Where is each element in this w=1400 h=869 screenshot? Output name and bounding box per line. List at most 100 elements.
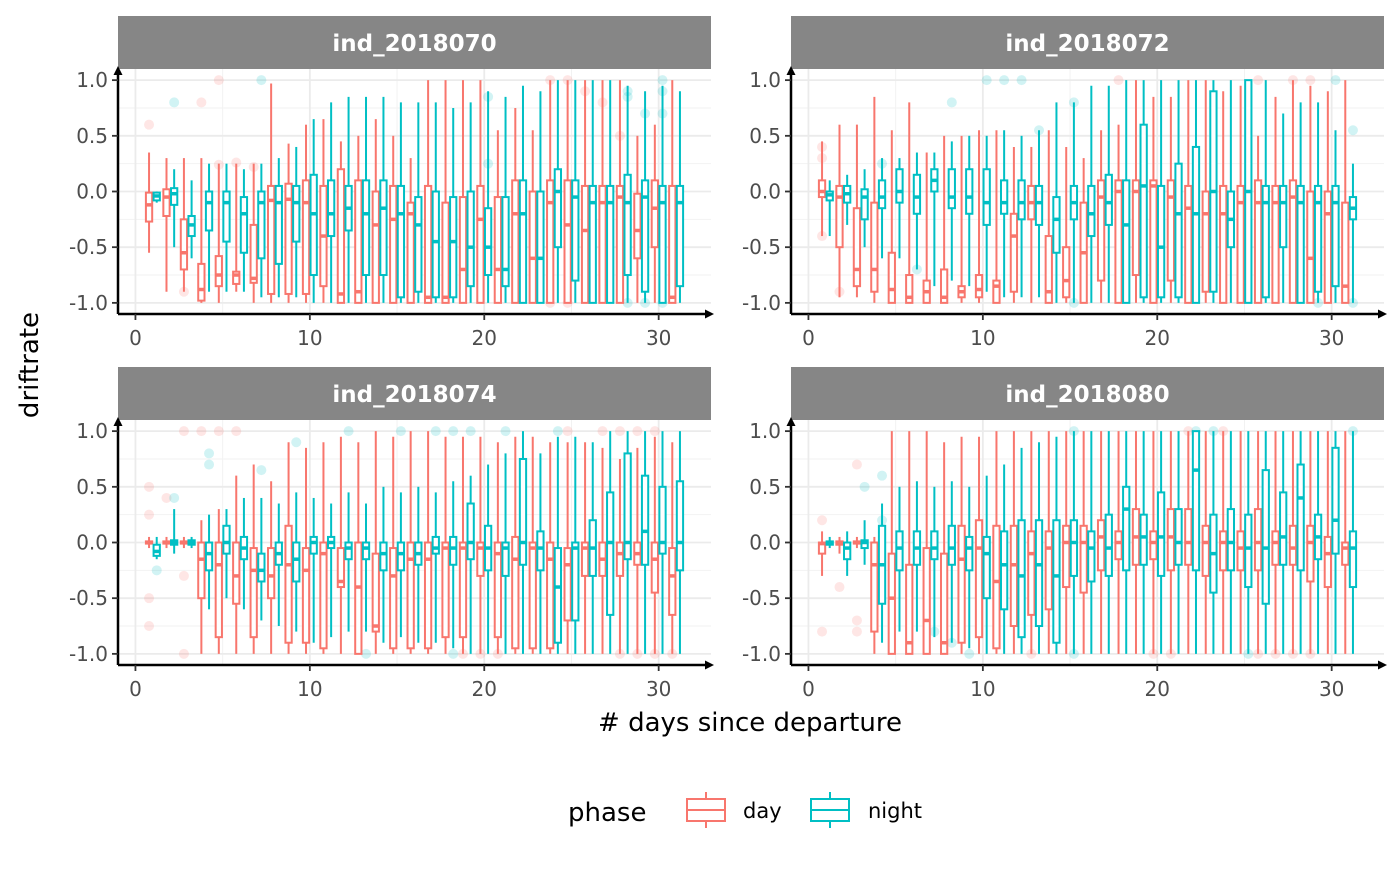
night-box <box>379 486 388 643</box>
day-box-body <box>922 547 931 655</box>
day-box <box>249 464 258 654</box>
night-outlier-point <box>151 565 162 576</box>
day-box <box>406 158 415 304</box>
day-box <box>598 80 607 304</box>
night-box <box>825 180 834 237</box>
night-box <box>187 536 196 549</box>
night-box-body <box>501 196 510 288</box>
x-tick-label: 30 <box>646 677 671 701</box>
day-box <box>389 436 398 654</box>
day-box <box>598 447 607 654</box>
y-tick-label: 1.0 <box>749 68 781 92</box>
night-box <box>1348 163 1358 303</box>
day-box-body <box>1166 508 1176 572</box>
day-box <box>301 124 311 303</box>
night-box-body <box>204 541 214 572</box>
night-box-body <box>1139 513 1148 566</box>
night-box <box>623 431 632 654</box>
day-box <box>319 119 328 303</box>
y-tick-label: -1.0 <box>69 642 108 666</box>
night-box-body <box>309 173 318 277</box>
night-box <box>1313 431 1323 654</box>
day-outlier-point <box>144 481 155 492</box>
day-box <box>197 520 206 654</box>
night-box <box>1261 80 1270 303</box>
night-box <box>361 96 371 303</box>
day-box <box>1184 80 1193 304</box>
night-box <box>912 481 922 632</box>
legend: phase day night <box>568 792 922 828</box>
day-box <box>284 143 293 303</box>
day-box <box>458 436 468 654</box>
day-outlier-point <box>834 582 845 593</box>
night-box <box>675 91 685 303</box>
night-box <box>204 163 214 292</box>
day-box-body <box>1096 519 1106 572</box>
night-box-body <box>912 173 922 215</box>
day-box <box>162 158 171 292</box>
day-box-body <box>528 190 537 304</box>
night-box-body <box>1156 491 1166 577</box>
y-axis-arrow <box>786 66 796 75</box>
day-box <box>1219 431 1228 654</box>
day-box <box>336 436 346 654</box>
night-box-body <box>965 535 974 572</box>
day-box <box>162 536 171 549</box>
x-axis-arrow <box>1378 309 1387 319</box>
night-box-body <box>1261 184 1270 299</box>
day-box <box>563 80 572 304</box>
facet-strip-title: ind_2018070 <box>332 31 496 57</box>
day-box <box>957 135 966 303</box>
day-box-body <box>249 547 258 639</box>
day-box <box>406 431 415 654</box>
night-box <box>553 436 563 654</box>
day-box-body <box>144 191 154 223</box>
night-box <box>623 85 632 303</box>
day-box <box>974 130 984 303</box>
y-tick-label: -1.0 <box>742 291 781 315</box>
night-box <box>466 102 475 303</box>
facet-panel: ind_2018072 0 10 20 30 -1.0 -0.5 0.0 0.5 1.0 <box>742 16 1387 350</box>
day-box-body <box>1323 535 1332 589</box>
night-box <box>1296 431 1305 654</box>
night-box <box>1104 431 1113 654</box>
night-box <box>1279 431 1288 654</box>
day-box-body <box>650 541 659 594</box>
night-box <box>536 91 545 304</box>
night-box-body <box>1279 184 1288 249</box>
night-box <box>518 85 528 304</box>
day-box-body <box>580 541 590 577</box>
night-box <box>1104 85 1113 303</box>
day-box-body <box>1306 524 1315 583</box>
y-axis-title: driftrate <box>15 312 45 418</box>
day-box-body <box>476 541 485 577</box>
night-box <box>640 431 650 654</box>
x-tick-label: 0 <box>129 326 142 350</box>
night-box <box>518 431 528 654</box>
day-box <box>887 130 896 304</box>
night-box <box>274 503 283 627</box>
day-box-body <box>493 541 503 639</box>
y-tick-label: 0.5 <box>749 124 781 148</box>
day-box <box>232 475 241 654</box>
day-box <box>1219 91 1228 304</box>
day-box <box>284 442 293 654</box>
night-box-body <box>431 190 440 299</box>
day-box-body <box>249 223 258 284</box>
day-box-body <box>214 255 223 288</box>
day-box <box>835 536 844 554</box>
day-box-body <box>905 563 914 655</box>
day-box-body <box>266 547 276 600</box>
night-box-body <box>623 452 632 561</box>
x-tick-label: 10 <box>297 326 322 350</box>
day-box <box>580 80 590 304</box>
night-box <box>309 497 318 643</box>
day-box-body <box>197 262 206 302</box>
night-box <box>204 514 214 610</box>
day-outlier-point <box>632 426 643 437</box>
x-axis-arrow <box>1378 660 1387 670</box>
day-box-body <box>974 519 984 639</box>
legend-label-day: day <box>743 799 782 823</box>
day-box <box>1201 80 1210 303</box>
night-outlier-point <box>343 426 354 437</box>
